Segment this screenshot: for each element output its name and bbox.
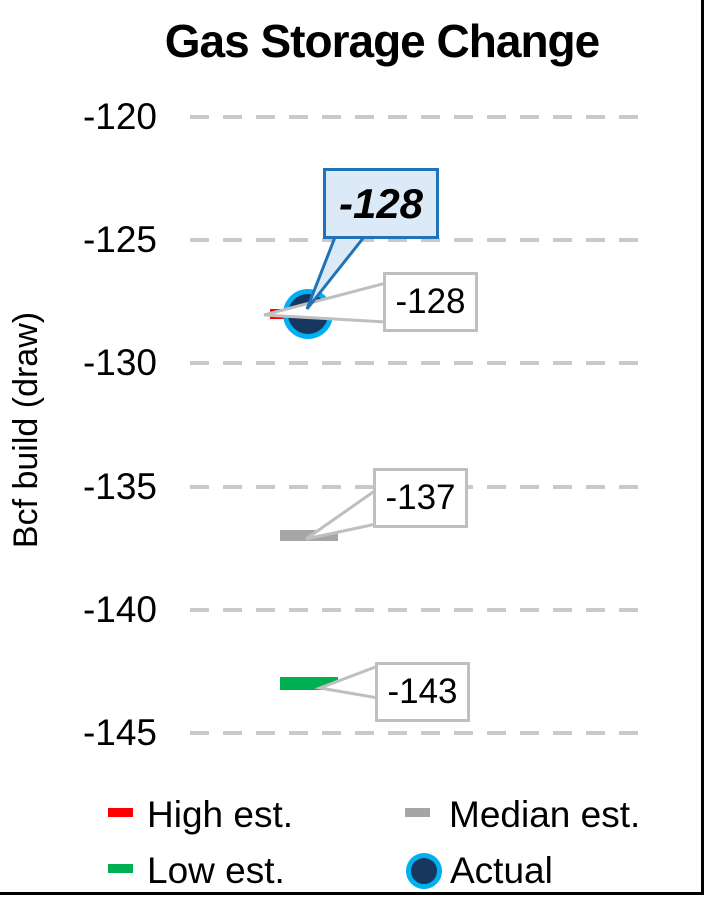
gridline [190,607,650,612]
y-axis-tick-label: -125 [82,219,157,261]
data-label-low-value: -143 [387,672,458,711]
y-axis-tick-label: -130 [82,342,157,384]
legend-label-actual: Actual [450,850,553,891]
legend-label-low-est: Low est. [147,850,285,891]
chart-frame-bottom-border [0,892,704,895]
legend-swatch-low-est [108,864,133,873]
callout-bubble: -128 [323,168,439,239]
gridline [190,115,650,119]
gridline [190,731,650,735]
y-axis-tick-label: -145 [82,712,157,753]
y-axis-tick-label: -135 [82,465,157,507]
chart-title: Gas Storage Change [164,15,600,67]
gridline [190,238,650,243]
leader-line-actual [263,281,388,324]
data-label-median-value: -137 [385,478,456,517]
gridline [190,361,650,366]
data-label-actual: -128 [383,272,478,332]
leader-line-low [314,663,380,700]
callout-value: -128 [338,179,424,227]
legend-label-high-est: High est. [147,794,294,835]
legend-label-median-est: Median est. [449,794,641,835]
chart-frame-right-border [701,0,704,895]
legend-swatch-high-est [108,808,133,817]
legend-swatch-actual [406,853,442,889]
legend-swatch-median-est [405,808,430,817]
data-label-actual-value: -128 [395,282,466,321]
leader-line-median [305,487,378,541]
data-label-median: -137 [373,468,468,528]
y-axis-tick-label: -140 [82,588,157,630]
data-label-low: -143 [375,662,470,722]
y-axis-tick-label: -120 [82,96,157,137]
